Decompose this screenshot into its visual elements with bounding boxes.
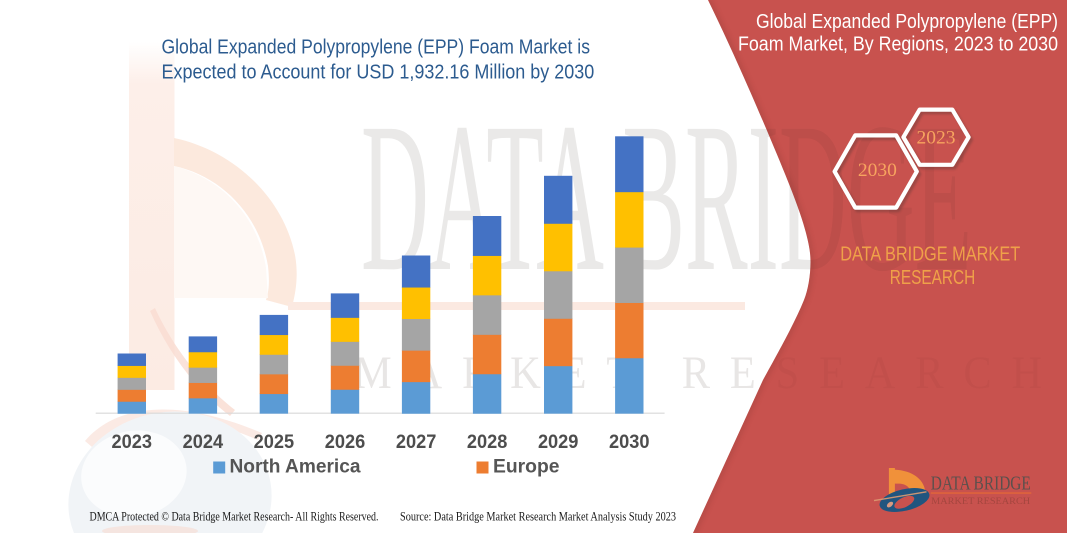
svg-text:DMCA Protected © Data Bridge M: DMCA Protected © Data Bridge Market Rese… — [90, 510, 379, 524]
svg-text:Expected to Account for USD 1,: Expected to Account for USD 1,932.16 Mil… — [162, 62, 595, 84]
svg-text:Source: Data Bridge Market Res: Source: Data Bridge Market Research Mark… — [400, 510, 676, 524]
svg-text:2024: 2024 — [183, 431, 224, 453]
svg-text:RESEARCH: RESEARCH — [890, 267, 976, 289]
svg-text:Global Expanded Polypropylene: Global Expanded Polypropylene (EPP) Foam… — [162, 37, 591, 59]
svg-text:Europe: Europe — [493, 457, 560, 478]
svg-text:North America: North America — [230, 457, 361, 478]
svg-text:2023: 2023 — [112, 431, 153, 453]
svg-text:Global Expanded Polypropylene: Global Expanded Polypropylene (EPP) — [756, 11, 1058, 33]
svg-text:MARKET RESEARCH: MARKET RESEARCH — [931, 497, 1030, 507]
svg-text:2029: 2029 — [538, 431, 579, 453]
svg-text:2030: 2030 — [609, 431, 650, 453]
svg-text:2026: 2026 — [325, 431, 366, 453]
svg-text:2030: 2030 — [858, 160, 897, 181]
svg-text:2027: 2027 — [396, 431, 437, 453]
svg-text:DATA BRIDGE MARKET: DATA BRIDGE MARKET — [840, 244, 1020, 266]
svg-text:DATA BRIDGE: DATA BRIDGE — [931, 474, 1031, 495]
svg-text:Foam Market, By Regions, 2023: Foam Market, By Regions, 2023 to 2030 — [738, 33, 1058, 55]
svg-text:2025: 2025 — [254, 431, 295, 453]
svg-text:2028: 2028 — [467, 431, 508, 453]
svg-text:2023: 2023 — [917, 128, 956, 149]
